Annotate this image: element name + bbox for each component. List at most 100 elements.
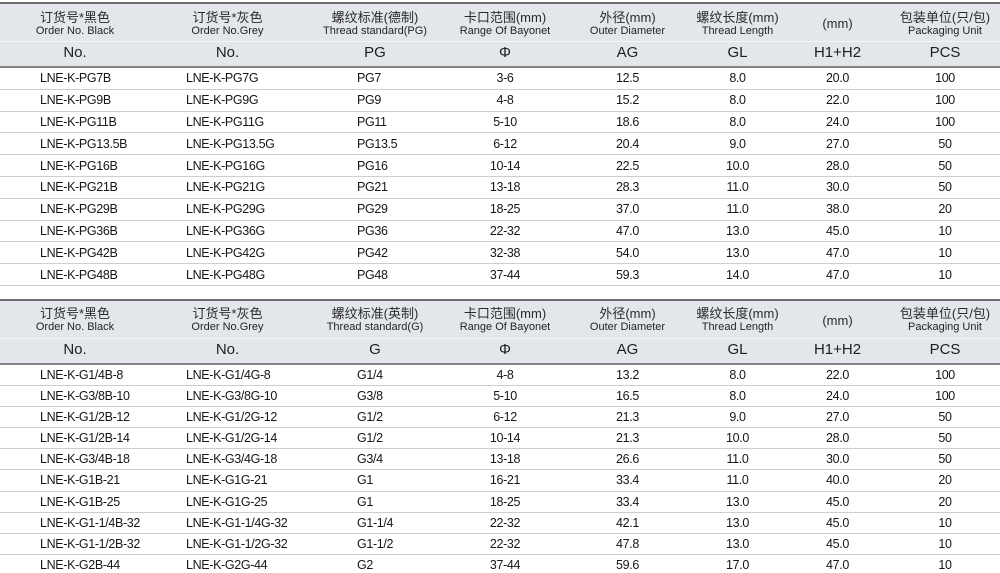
table-cell: 18-25 xyxy=(489,202,521,217)
header-cell: 卡口范围(mm) Range Of Bayonet xyxy=(445,9,565,38)
table-cell: LNE-K-G2B-44 xyxy=(40,557,120,572)
table-row: LNE-K-G1B-25 LNE-K-G1G-25 G1 18-25 33.4 13.0 4… xyxy=(0,492,1000,513)
table-cell: LNE-K-PG13.5G xyxy=(186,136,275,151)
header-label-cn: (mm) xyxy=(822,16,853,31)
table-row: LNE-K-PG21B LNE-K-PG21G PG21 13-18 28.3 11.0 3… xyxy=(0,177,1000,199)
table-cell: 10 xyxy=(938,245,952,260)
table-cell: 13.0 xyxy=(726,494,749,509)
table-row: LNE-K-PG48B LNE-K-PG48G PG48 37-44 59.3 14.0 4… xyxy=(0,264,1000,286)
table-cell: 20 xyxy=(938,494,952,509)
table-cell: LNE-K-PG11B xyxy=(40,114,117,129)
table-cell: 28.0 xyxy=(826,431,849,446)
pg-thread-table: 订货号*黑色 Order No. Black 订货号*灰色 Order No.Grey… xyxy=(0,2,1000,286)
table-row: LNE-K-PG29B LNE-K-PG29G PG29 18-25 37.0 11.0 3… xyxy=(0,199,1000,221)
table-cell: LNE-K-PG16B xyxy=(40,158,118,173)
table-cell: LNE-K-G1-1/4G-32 xyxy=(186,515,288,530)
header-cell: 螺纹长度(mm) Thread Length xyxy=(690,306,785,335)
table-cell: 11.0 xyxy=(726,452,749,467)
table-cell: 8.0 xyxy=(729,71,746,86)
header-label-en: Order No. Black xyxy=(35,24,115,37)
table-cell: 37-44 xyxy=(489,267,521,282)
table-cell: LNE-K-PG29B xyxy=(40,202,118,217)
table-row: LNE-K-G1-1/2B-32 LNE-K-G1-1/2G-32 G1-1/2 22… xyxy=(0,534,1000,555)
table-cell: 50 xyxy=(938,452,952,467)
table-cell: 8.0 xyxy=(729,114,746,129)
table-cell: 18.6 xyxy=(616,114,639,129)
table-cell: 18-25 xyxy=(489,494,521,509)
header-cell: 订货号*黑色 Order No. Black xyxy=(0,306,150,335)
g-thread-table: 订货号*黑色 Order No. Black 订货号*灰色 Order No.Grey… xyxy=(0,298,1000,573)
header-cell: (mm) xyxy=(785,9,890,38)
table-cell: G1-1/4 xyxy=(357,515,394,530)
table-cell: PG13.5 xyxy=(357,136,398,151)
header-symbol: Φ xyxy=(499,340,511,358)
table-cell: 16.5 xyxy=(616,389,639,404)
table-cell: LNE-K-G1B-21 xyxy=(40,473,120,488)
table-cell: 13.0 xyxy=(726,536,749,551)
table-cell: 11.0 xyxy=(726,180,749,195)
header-label-cn: (mm) xyxy=(822,312,853,328)
table-cell: 100 xyxy=(935,114,955,129)
header-label-cn: 订货号*黑色 xyxy=(39,306,111,322)
table-cell: 10.0 xyxy=(726,431,749,446)
table-cell: 32-38 xyxy=(489,245,521,260)
table-cell: 22-32 xyxy=(489,223,521,238)
header-label-cn: 螺纹长度(mm) xyxy=(696,9,779,25)
table-cell: 47.0 xyxy=(826,245,849,260)
table-cell: 47.8 xyxy=(616,536,639,551)
table-row: LNE-K-PG42B LNE-K-PG42G PG42 32-38 54.0 13.0 4… xyxy=(0,242,1000,265)
header-symbol: No. xyxy=(63,340,87,358)
table-cell: 20.4 xyxy=(616,136,639,151)
header-cell: 包装单位(只/包) Packaging Unit xyxy=(890,9,1000,38)
table-cell: PG48 xyxy=(357,267,388,282)
table-cell: 45.0 xyxy=(826,515,849,530)
table-cell: 24.0 xyxy=(826,114,849,129)
table-cell: LNE-K-PG29G xyxy=(186,202,265,217)
table-row: LNE-K-PG13.5B LNE-K-PG13.5G PG13.5 6-12 20.4… xyxy=(0,133,1000,156)
header-cell: 外径(mm) Outer Diameter xyxy=(565,306,690,335)
table-cell: 5-10 xyxy=(493,114,517,129)
table-cell: LNE-K-PG36G xyxy=(186,223,265,238)
table-cell: 6-12 xyxy=(493,410,517,425)
table-cell: 8.0 xyxy=(729,368,746,383)
table-cell: LNE-K-G1G-25 xyxy=(186,494,268,509)
table-cell: 45.0 xyxy=(826,494,849,509)
header-symbol: PG xyxy=(364,44,386,61)
header-symbol: G xyxy=(369,340,381,358)
table-cell: LNE-K-G1B-25 xyxy=(40,494,120,509)
table-cell: 27.0 xyxy=(826,136,849,151)
table-cell: PG21 xyxy=(357,180,388,195)
header-symbol: AG xyxy=(616,44,639,61)
table-cell: 4-8 xyxy=(496,93,514,108)
table-cell: 22-32 xyxy=(489,536,521,551)
table-cell: G1-1/2 xyxy=(357,536,394,551)
table-cell: 20.0 xyxy=(826,71,849,86)
table-cell: LNE-K-PG21G xyxy=(186,180,265,195)
header-cell: 螺纹长度(mm) Thread Length xyxy=(690,9,785,38)
table-cell: PG36 xyxy=(357,223,388,238)
table-cell: 50 xyxy=(938,180,952,195)
header-cell: 螺纹标准(英制) Thread standard(G) xyxy=(305,306,445,335)
table-cell: 10 xyxy=(938,267,952,282)
table-body: LNE-K-G1/4B-8 LNE-K-G1/4G-8 G1/4 4-8 13.2 8.0… xyxy=(0,365,1000,573)
table-cell: LNE-K-G3/4B-18 xyxy=(40,452,130,467)
table-cell: G3/8 xyxy=(357,389,383,404)
table-cell: 16-21 xyxy=(489,473,521,488)
header-symbol: No. xyxy=(215,340,240,358)
table-cell: 5-10 xyxy=(493,389,517,404)
table-cell: PG16 xyxy=(357,158,388,173)
table-cell: 100 xyxy=(935,389,955,404)
table-row: LNE-K-PG11B LNE-K-PG11G PG11 5-10 18.6 8.0 24.… xyxy=(0,112,1000,134)
header-cell: 螺纹标准(德制) Thread standard(PG) xyxy=(305,9,445,38)
header-symbol: No. xyxy=(215,44,240,61)
header-symbol-row: No. No. G Φ AG GL H1+H2 PCS xyxy=(0,339,1000,363)
table-cell: 14.0 xyxy=(726,267,749,282)
header-label-en: Packaging Unit xyxy=(908,24,982,37)
table-cell: 30.0 xyxy=(826,452,849,467)
header-label-en: Thread Length xyxy=(701,321,774,334)
table-cell: LNE-K-G1/4G-8 xyxy=(186,368,271,383)
table-cell: LNE-K-G1-1/2B-32 xyxy=(40,536,140,551)
header-label-en: Packaging Unit xyxy=(908,321,982,334)
table-cell: 10-14 xyxy=(489,431,521,446)
header-label-cn: 包装单位(只/包) xyxy=(899,9,991,25)
